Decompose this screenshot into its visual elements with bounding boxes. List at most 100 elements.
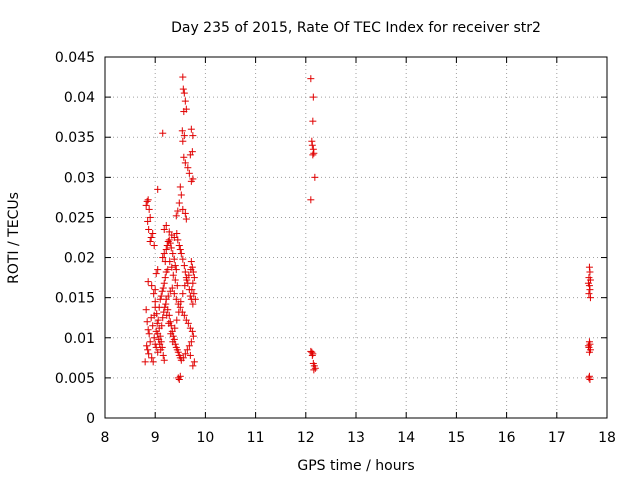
data-point (173, 316, 181, 324)
data-point (189, 300, 197, 308)
data-point (148, 354, 156, 362)
data-point (170, 255, 178, 263)
data-point (180, 89, 188, 97)
data-point (187, 125, 195, 133)
x-tick-label: 15 (447, 430, 465, 446)
data-point (181, 282, 189, 290)
data-point (182, 215, 190, 223)
data-point (188, 327, 196, 335)
data-point (175, 199, 183, 207)
data-point (309, 151, 317, 159)
data-point (187, 266, 195, 274)
data-point (143, 197, 151, 205)
data-point (188, 148, 196, 156)
data-point (179, 73, 187, 81)
data-point (175, 242, 183, 250)
data-point (585, 282, 593, 290)
data-point (175, 308, 183, 316)
y-tick-label: 0.04 (64, 90, 95, 106)
data-point (154, 316, 162, 324)
data-point (176, 372, 184, 380)
data-point (181, 350, 189, 358)
data-point (171, 276, 179, 284)
data-point (183, 276, 191, 284)
data-point (154, 266, 162, 274)
data-point (145, 350, 153, 358)
data-point (154, 185, 162, 193)
y-tick-label: 0.01 (64, 331, 95, 347)
data-point (150, 311, 158, 319)
data-point (162, 300, 170, 308)
data-point (189, 332, 197, 340)
data-point (190, 274, 198, 282)
data-point (177, 191, 185, 199)
data-point (171, 324, 179, 332)
data-point (156, 340, 164, 348)
data-point (172, 212, 180, 220)
data-point (307, 196, 315, 204)
data-point (188, 286, 196, 294)
data-point (142, 306, 150, 314)
data-point (157, 292, 165, 300)
data-point (167, 244, 175, 252)
data-point (179, 137, 187, 145)
data-point (586, 375, 594, 383)
data-point (153, 319, 161, 327)
data-point (144, 346, 152, 354)
data-point (309, 145, 317, 153)
data-point (150, 290, 158, 298)
data-point (146, 338, 154, 346)
data-point (185, 169, 193, 177)
data-point (159, 129, 167, 137)
grid-lines (105, 57, 607, 418)
data-point (165, 236, 173, 244)
data-point (181, 97, 189, 105)
data-point (184, 319, 192, 327)
data-point (149, 358, 157, 366)
data-point (146, 238, 154, 246)
data-point (179, 85, 187, 93)
data-point (165, 319, 173, 327)
data-point (173, 282, 181, 290)
data-point (152, 343, 160, 351)
data-point (166, 239, 174, 247)
data-point (308, 137, 316, 145)
data-point (180, 153, 188, 161)
data-point (311, 364, 319, 372)
data-point (149, 229, 157, 237)
axis-ticks (104, 56, 608, 419)
data-point (189, 362, 197, 370)
data-point (160, 279, 168, 287)
data-point (160, 225, 168, 233)
data-point (151, 303, 159, 311)
data-point (159, 254, 167, 262)
data-point (584, 342, 592, 350)
data-point (143, 342, 151, 350)
data-point (166, 318, 174, 326)
data-point (162, 246, 170, 254)
data-point (147, 234, 155, 241)
x-tick-label: 12 (297, 430, 315, 446)
x-tick-label: 8 (101, 430, 110, 446)
x-tick-label: 18 (598, 430, 616, 446)
data-point (160, 308, 168, 316)
data-point (181, 209, 189, 217)
data-point (176, 183, 184, 191)
data-point (155, 335, 163, 343)
data-point (150, 334, 158, 342)
data-points (141, 73, 594, 383)
data-point (156, 295, 164, 303)
data-point (180, 262, 188, 270)
data-point (160, 250, 168, 258)
x-tick-label: 11 (247, 430, 265, 446)
data-point (172, 295, 180, 303)
x-tick-label: 17 (548, 430, 566, 446)
data-point (309, 117, 317, 125)
data-point (185, 271, 193, 279)
tick-labels: 8 9 10 11 12 13 14 15 16 17 18 0 0.005 0.01 0.015 0.02 0… (55, 50, 616, 446)
data-point (160, 356, 168, 364)
data-point (152, 327, 160, 335)
y-tick-label: 0.02 (64, 251, 95, 267)
x-tick-label: 16 (498, 430, 516, 446)
